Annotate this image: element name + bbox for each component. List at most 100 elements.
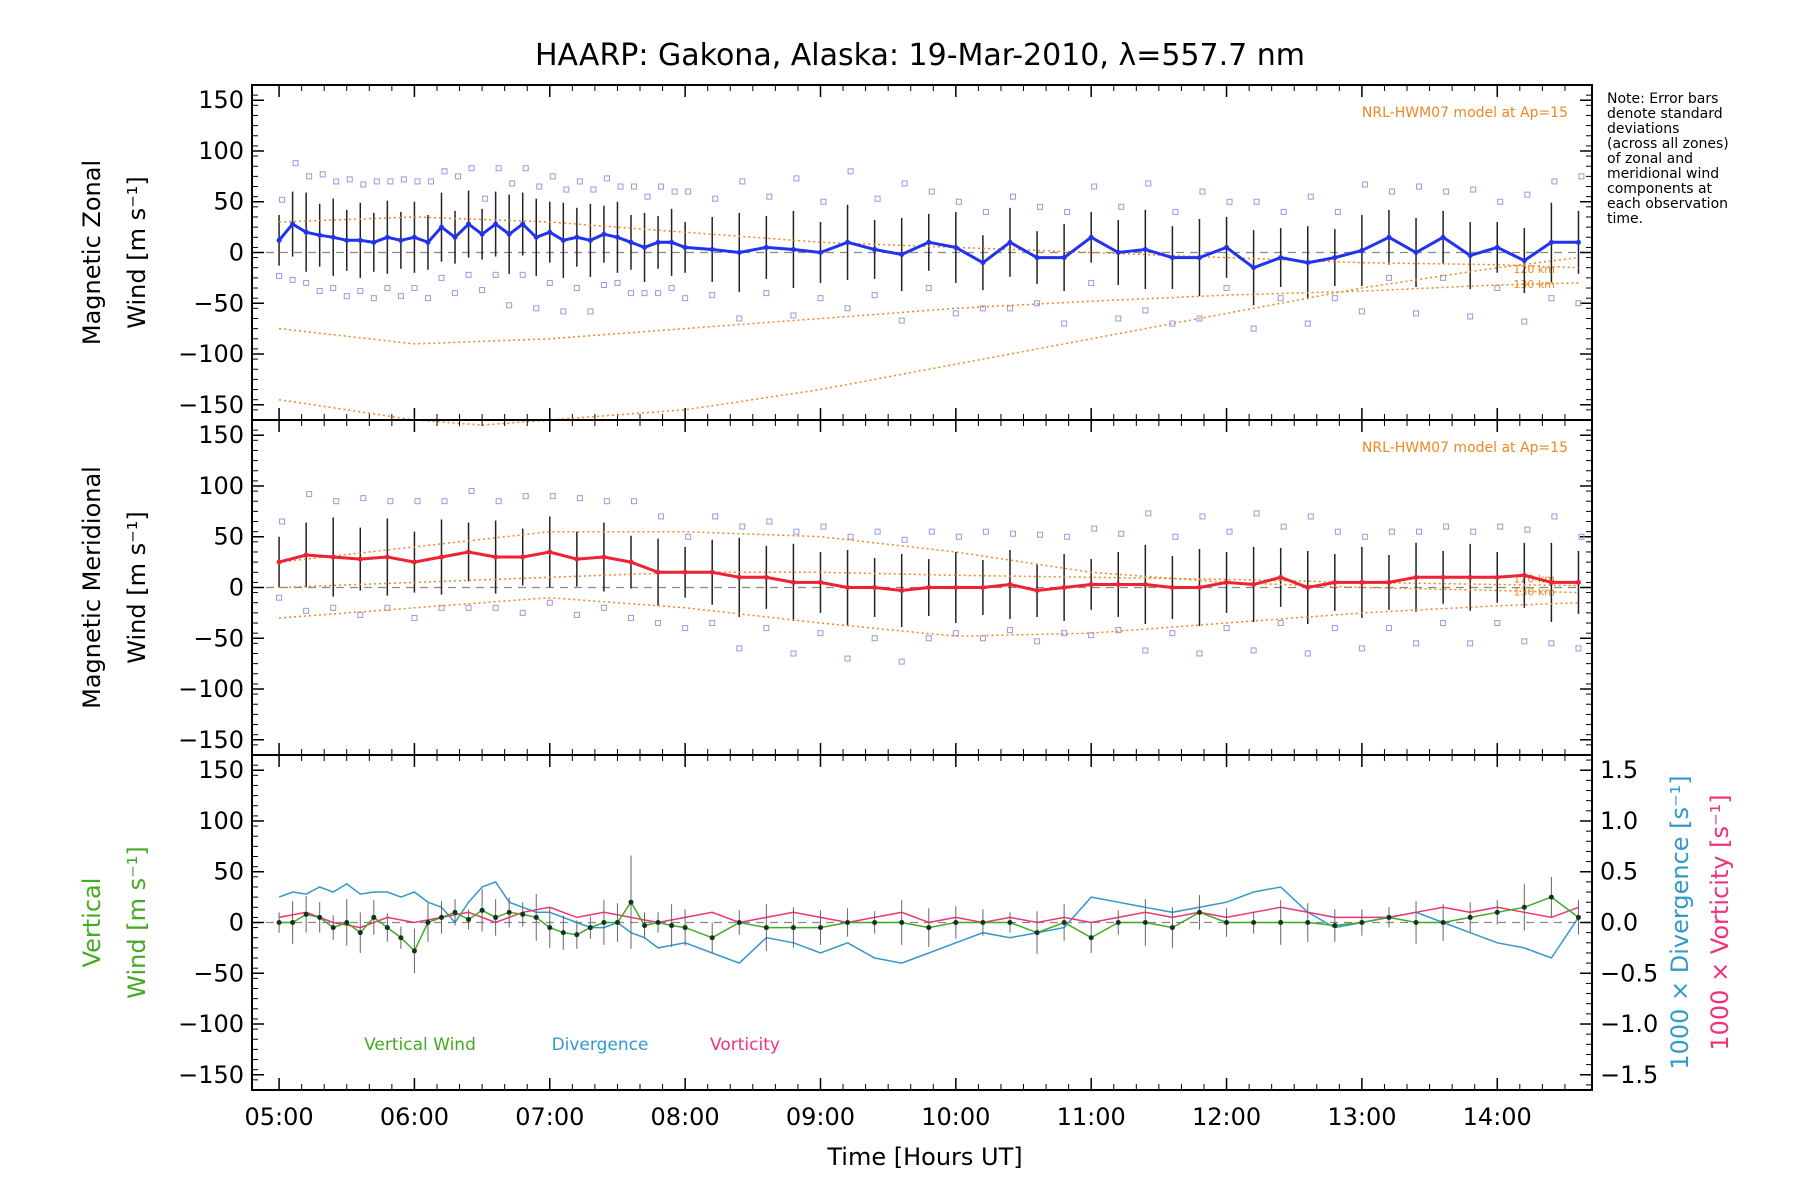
zone-point xyxy=(1521,318,1528,325)
zone-point xyxy=(1009,530,1016,537)
vertical-wind-point xyxy=(953,920,959,925)
zone-point xyxy=(549,173,556,180)
wind-point xyxy=(1332,579,1338,585)
vertical-wind-point xyxy=(317,914,323,920)
zone-point xyxy=(630,498,637,505)
zone-point xyxy=(793,175,800,182)
zone-point xyxy=(279,196,286,203)
wind-point xyxy=(709,569,715,575)
y2-axis-label-vorticity: 1000 × Vorticity [s⁻¹] xyxy=(1706,794,1734,1050)
wind-point xyxy=(669,239,675,245)
y2-tick-label: 1.0 xyxy=(1600,807,1638,835)
y-tick-label: 150 xyxy=(198,86,244,114)
zone-point xyxy=(384,285,391,292)
zone-point xyxy=(901,536,908,543)
zone-point xyxy=(1548,640,1555,647)
wind-point xyxy=(533,234,539,240)
zone-point xyxy=(1064,533,1071,540)
zone-point xyxy=(1331,295,1338,302)
zone-point xyxy=(482,195,489,202)
zone-point xyxy=(587,308,594,315)
zone-point xyxy=(1088,632,1095,639)
zone-point xyxy=(1091,183,1098,190)
zone-point xyxy=(346,176,353,183)
zone-point xyxy=(387,178,394,185)
vertical-wind-point xyxy=(669,923,675,929)
zone-point xyxy=(982,208,989,215)
zone-point xyxy=(763,290,770,297)
zonal-wind-line xyxy=(277,222,1579,270)
zone-point xyxy=(506,302,513,309)
y-tick-label: 150 xyxy=(198,756,244,784)
wind-point xyxy=(655,569,661,575)
zone-point xyxy=(1497,523,1504,530)
note-line: Note: Error bars xyxy=(1607,91,1718,107)
x-tick-label: 12:00 xyxy=(1192,1103,1261,1131)
wind-point xyxy=(317,232,323,238)
zone-point xyxy=(455,173,462,180)
wind-point xyxy=(303,552,309,558)
x-tick-label: 08:00 xyxy=(651,1103,720,1131)
zone-point xyxy=(1388,528,1395,535)
vertical-wind-point xyxy=(1467,914,1473,920)
zone-point xyxy=(1578,173,1585,180)
zone-point xyxy=(1385,274,1392,281)
y2-axis-label-divergence: 1000 × Divergence [s⁻¹] xyxy=(1666,775,1694,1069)
wind-point xyxy=(587,237,593,243)
zone-point xyxy=(641,290,648,297)
wind-point xyxy=(1575,239,1581,245)
wind-point xyxy=(290,221,296,227)
zone-point xyxy=(1497,198,1504,205)
wind-point xyxy=(926,239,932,245)
x-tick-label: 10:00 xyxy=(921,1103,990,1131)
wind-point xyxy=(926,585,932,590)
zone-point xyxy=(739,178,746,185)
wind-point xyxy=(628,559,634,565)
zone-point xyxy=(1091,525,1098,532)
y-tick-label: 150 xyxy=(198,421,244,449)
zone-point xyxy=(1494,285,1501,292)
zone-point xyxy=(682,295,689,302)
y2-tick-label: 0.0 xyxy=(1600,909,1638,937)
zone-point xyxy=(871,292,878,299)
x-tick-label: 07:00 xyxy=(515,1103,584,1131)
zone-point xyxy=(424,295,431,302)
zone-point xyxy=(1416,528,1423,535)
zone-point xyxy=(306,491,313,498)
zone-point xyxy=(685,188,692,195)
vertical-wind-point xyxy=(1115,920,1121,925)
wind-point xyxy=(790,579,796,585)
wind-point xyxy=(1440,234,1446,240)
zone-point xyxy=(533,305,540,312)
vertical-wind-point xyxy=(709,935,715,941)
zone-point xyxy=(600,604,607,611)
vertical-wind-point xyxy=(384,925,390,931)
zone-point xyxy=(766,518,773,525)
wind-point xyxy=(1142,581,1148,587)
zone-point xyxy=(495,498,502,505)
zone-point xyxy=(1331,625,1338,632)
zone-point xyxy=(1196,650,1203,657)
zone-point xyxy=(1416,183,1423,190)
vertical-wind-point xyxy=(601,920,607,925)
zone-point xyxy=(1521,638,1528,645)
wind-point xyxy=(682,569,688,575)
zone-point xyxy=(1440,274,1447,281)
zone-point xyxy=(1064,208,1071,215)
wind-point xyxy=(560,237,566,243)
zone-point xyxy=(793,528,800,535)
vertical-wind-point xyxy=(1169,925,1175,931)
model-altitude-label: 130 km xyxy=(1513,278,1555,291)
zone-point xyxy=(427,178,434,185)
wind-point xyxy=(1413,574,1419,580)
divergence-line xyxy=(278,880,1580,964)
zone-point xyxy=(1440,620,1447,627)
model-line xyxy=(279,216,1579,269)
wind-point xyxy=(1196,585,1202,590)
zone-point xyxy=(1118,203,1125,210)
zone-point xyxy=(522,165,529,172)
wind-point xyxy=(466,549,472,555)
wind-point xyxy=(1251,581,1257,587)
vertical-wind-line xyxy=(279,896,1579,953)
